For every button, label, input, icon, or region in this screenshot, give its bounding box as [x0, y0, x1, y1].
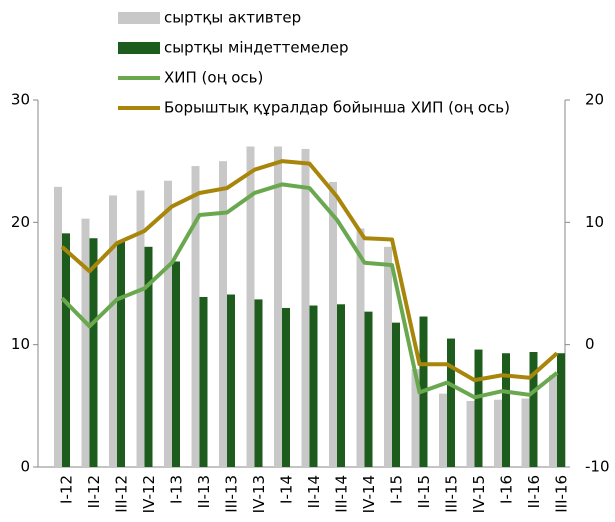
bar — [227, 294, 235, 467]
bar — [191, 166, 200, 467]
legend-swatch — [118, 42, 160, 54]
bar — [364, 311, 373, 467]
y2-tick-label: 10 — [585, 213, 604, 231]
x-tick-label: II-14 — [305, 475, 323, 508]
bar — [356, 228, 365, 467]
bar — [81, 218, 90, 467]
y2-tick-label: 20 — [585, 91, 604, 109]
bar — [89, 238, 98, 467]
y-tick-label: 20 — [11, 213, 30, 231]
legend-label: Борыштық құралдар бойынша ХИП (оң ось) — [164, 99, 510, 117]
bar — [172, 261, 180, 467]
bar — [62, 233, 70, 467]
legend-swatch — [118, 12, 160, 24]
y2-tick-label: 0 — [585, 335, 595, 353]
x-tick-label: III-12 — [113, 475, 131, 513]
y-tick-label: 0 — [20, 458, 30, 476]
bar — [254, 299, 263, 467]
bar — [502, 353, 510, 467]
bar — [246, 146, 255, 467]
bar — [466, 400, 475, 467]
x-tick-label: I-15 — [388, 475, 406, 504]
x-tick-label: I-16 — [498, 475, 516, 504]
bar — [411, 369, 420, 467]
bar — [447, 338, 455, 467]
bar — [219, 161, 227, 467]
x-tick-label: IV-12 — [140, 475, 158, 513]
bar — [54, 186, 62, 467]
x-tick-label: II-13 — [195, 475, 213, 508]
y2-tick-label: -10 — [585, 458, 610, 476]
x-tick-label: II-15 — [415, 475, 433, 508]
x-tick-label: IV-14 — [360, 475, 378, 513]
bar — [557, 353, 565, 467]
x-tick-label: III-13 — [223, 475, 241, 513]
x-tick-label: II-12 — [85, 475, 103, 508]
y-tick-label: 10 — [11, 335, 30, 353]
x-tick-label: III-14 — [333, 475, 351, 513]
x-tick-label: I-13 — [168, 475, 186, 504]
line — [60, 159, 559, 383]
bar — [549, 375, 557, 467]
bar — [199, 296, 208, 467]
bar — [144, 246, 153, 467]
bar — [439, 393, 447, 467]
x-tick-label: I-12 — [58, 475, 76, 504]
bar — [109, 195, 117, 468]
bar — [329, 181, 337, 468]
bar — [474, 349, 483, 467]
legend-label: ХИП (оң ось) — [164, 69, 263, 87]
x-tick-label: II-16 — [525, 475, 543, 508]
y-tick-label: 30 — [11, 91, 30, 109]
bar — [274, 146, 282, 467]
bar — [164, 180, 172, 468]
x-tick-label: III-16 — [553, 475, 571, 513]
bar — [494, 399, 502, 467]
bar — [521, 398, 530, 467]
x-tick-label: IV-13 — [250, 475, 268, 513]
bar — [282, 307, 290, 467]
bar — [136, 190, 145, 467]
x-tick-label: IV-15 — [470, 475, 488, 513]
bar — [337, 304, 345, 467]
bar — [529, 352, 538, 467]
bar — [384, 246, 392, 467]
bar — [301, 148, 310, 467]
line — [60, 182, 559, 400]
bar — [392, 322, 400, 467]
legend-label: сыртқы міндеттемелер — [164, 39, 349, 57]
x-tick-label: III-15 — [443, 475, 461, 513]
legend-label: сыртқы активтер — [164, 9, 301, 27]
bar — [117, 241, 125, 467]
bar — [309, 305, 318, 467]
x-tick-label: I-14 — [278, 475, 296, 504]
